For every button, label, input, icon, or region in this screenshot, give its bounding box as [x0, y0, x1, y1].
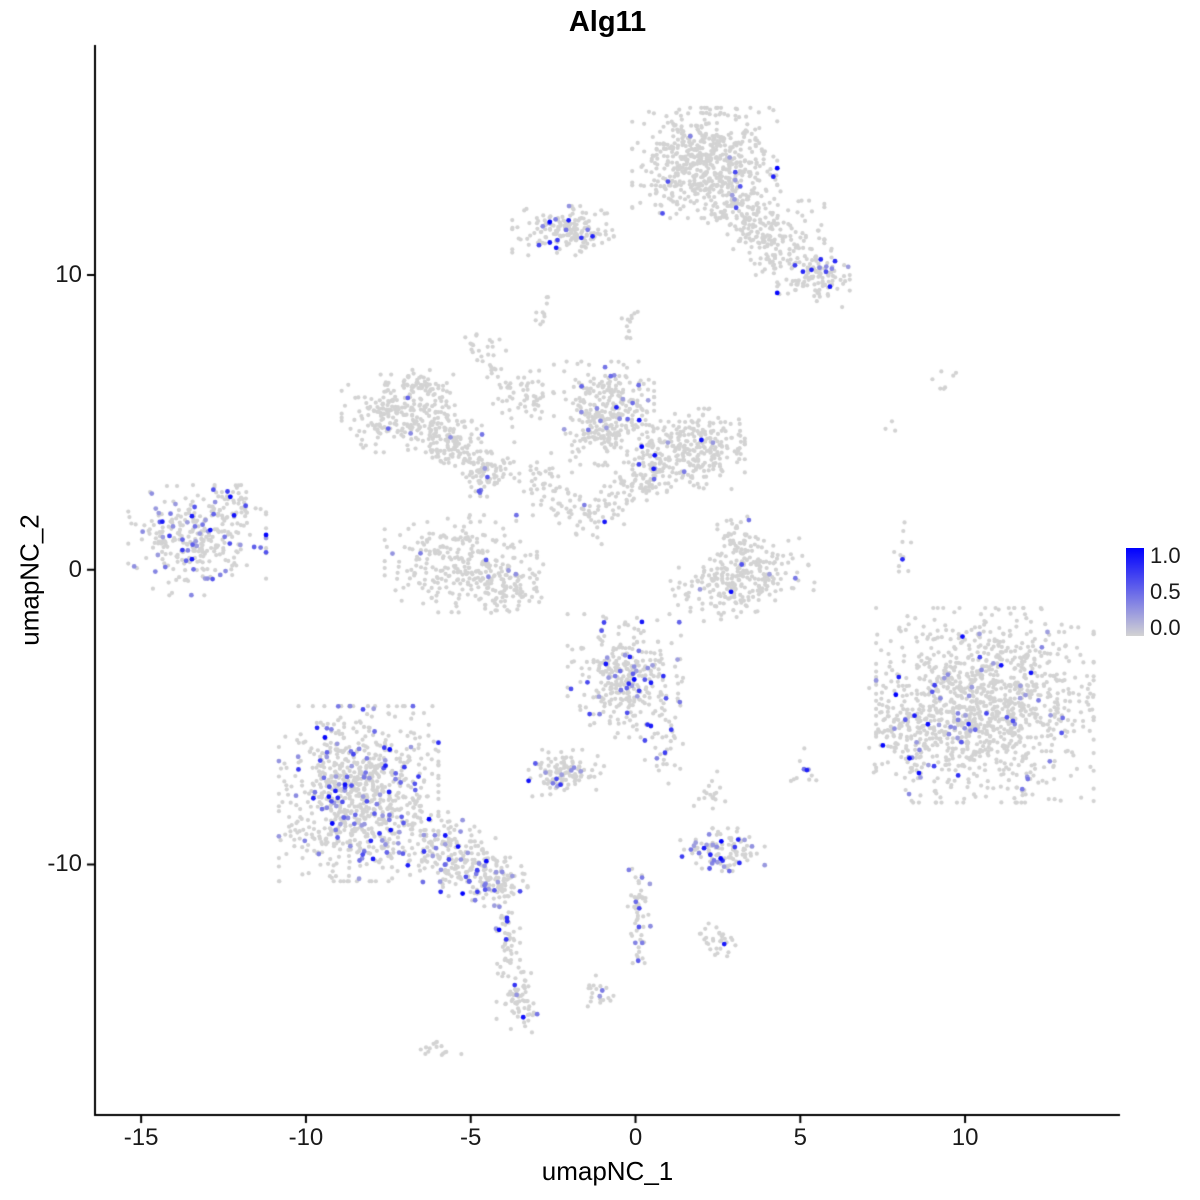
y-tick-label: -10 — [47, 850, 82, 878]
y-tick-label: 10 — [55, 260, 82, 288]
legend-gradient-bar — [1126, 548, 1144, 636]
legend-label-mid: 0.5 — [1150, 579, 1181, 604]
x-tick-label: -10 — [288, 1124, 324, 1151]
x-tick-label: 10 — [951, 1124, 979, 1151]
x-axis-title: umapNC_1 — [541, 1156, 674, 1186]
chart-title: Alg11 — [568, 6, 647, 38]
x-tick-label: 5 — [793, 1124, 807, 1151]
legend-label-low: 0.0 — [1150, 615, 1181, 640]
x-tick-label: -15 — [123, 1124, 159, 1151]
x-tick-label: -5 — [460, 1124, 482, 1151]
x-tick-label: 0 — [628, 1124, 643, 1151]
color-legend: 1.0 0.5 0.0 — [1126, 543, 1196, 640]
legend-label-high: 1.0 — [1150, 543, 1181, 568]
y-tick-label: 0 — [68, 555, 82, 583]
